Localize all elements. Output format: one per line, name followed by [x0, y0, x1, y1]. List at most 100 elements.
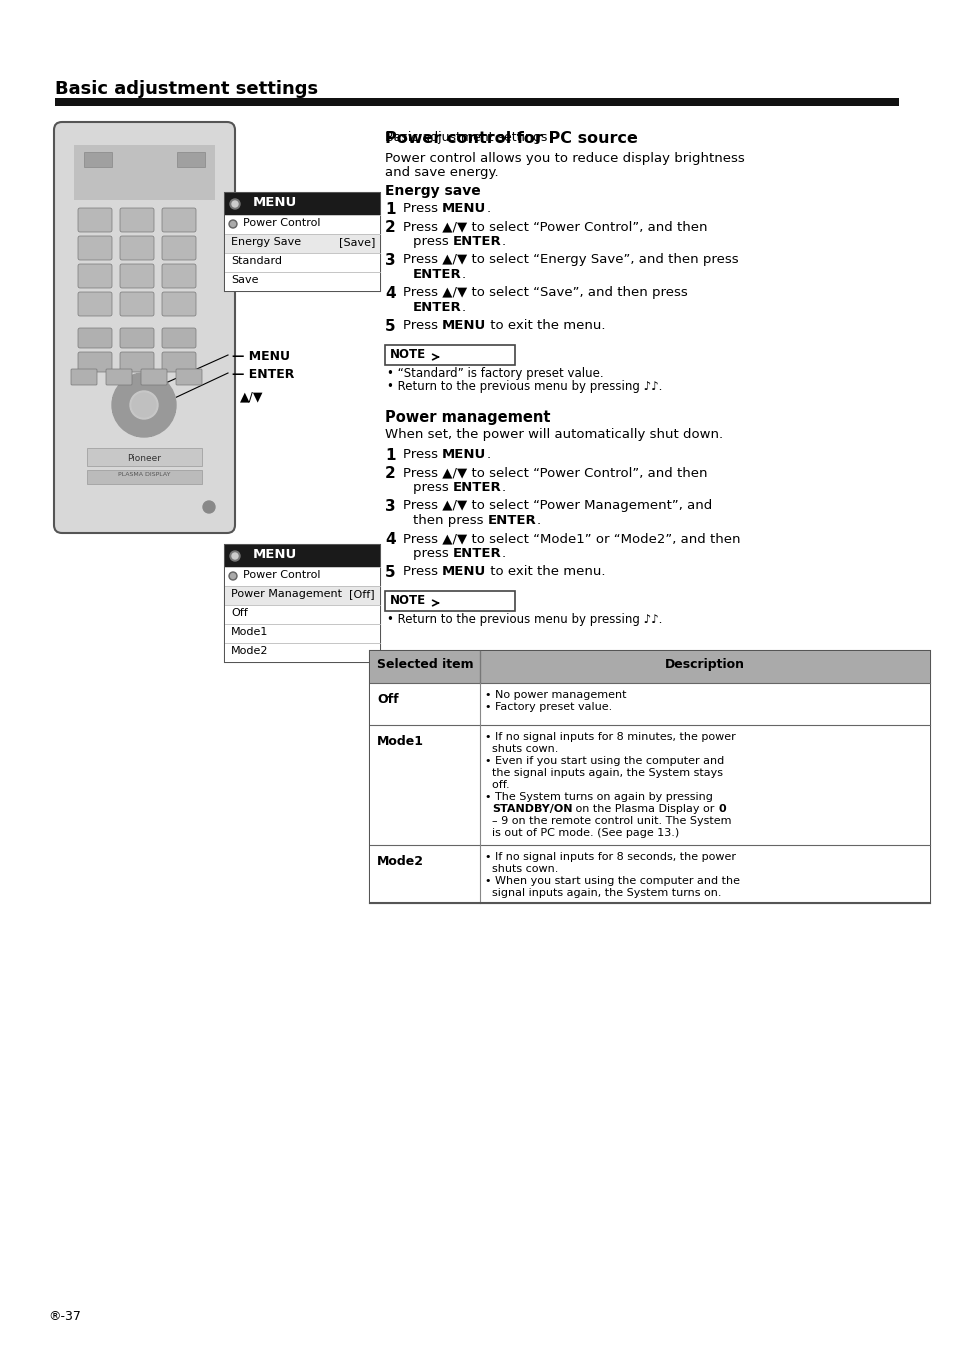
Bar — [87, 449, 202, 466]
Text: Power control for PC source: Power control for PC source — [385, 131, 638, 146]
Bar — [55, 99, 898, 105]
Text: .: . — [536, 513, 540, 527]
FancyBboxPatch shape — [54, 122, 234, 534]
Text: press: press — [413, 481, 453, 494]
Circle shape — [132, 393, 156, 417]
Text: Press ▲/▼ to select “Power Control”, and then: Press ▲/▼ to select “Power Control”, and… — [402, 466, 707, 480]
Circle shape — [229, 571, 236, 580]
FancyBboxPatch shape — [78, 263, 112, 288]
Text: to exit the menu.: to exit the menu. — [486, 319, 605, 332]
Text: to exit the menu.: to exit the menu. — [486, 565, 605, 578]
Text: 3: 3 — [385, 253, 395, 267]
Text: [Off]: [Off] — [349, 589, 375, 598]
Text: ENTER: ENTER — [453, 481, 501, 494]
Bar — [370, 651, 929, 684]
Text: 4: 4 — [385, 286, 395, 301]
Text: .: . — [461, 301, 465, 313]
Text: Mode1: Mode1 — [231, 627, 268, 638]
Text: Press: Press — [402, 203, 442, 215]
FancyBboxPatch shape — [162, 328, 195, 349]
Text: .: . — [486, 449, 490, 461]
Text: Energy Save: Energy Save — [231, 236, 301, 247]
Circle shape — [112, 373, 175, 436]
Bar — [225, 215, 379, 234]
FancyBboxPatch shape — [162, 353, 195, 372]
Text: Basic adjustment settings: Basic adjustment settings — [385, 131, 547, 145]
Text: — ENTER: — ENTER — [232, 367, 294, 381]
Text: Press ▲/▼ to select “Power Management”, and: Press ▲/▼ to select “Power Management”, … — [402, 499, 712, 512]
Text: • “Standard” is factory preset value.: • “Standard” is factory preset value. — [387, 367, 603, 380]
Text: Off: Off — [376, 693, 398, 707]
Bar — [84, 153, 112, 168]
Bar — [370, 651, 929, 902]
Circle shape — [231, 222, 235, 227]
Bar — [225, 272, 379, 290]
FancyBboxPatch shape — [120, 263, 153, 288]
Bar — [225, 234, 379, 253]
FancyBboxPatch shape — [78, 236, 112, 259]
Text: ENTER: ENTER — [413, 301, 461, 313]
Bar — [370, 844, 929, 902]
Text: ENTER: ENTER — [453, 235, 501, 249]
Text: Press ▲/▼ to select “Power Control”, and then: Press ▲/▼ to select “Power Control”, and… — [402, 220, 707, 232]
Bar — [225, 193, 379, 290]
FancyBboxPatch shape — [120, 353, 153, 372]
Bar — [225, 253, 379, 272]
Text: 3: 3 — [385, 499, 395, 513]
Bar — [136, 373, 152, 436]
Text: NOTE: NOTE — [390, 349, 426, 361]
Text: Press: Press — [402, 319, 442, 332]
Circle shape — [229, 220, 236, 228]
FancyBboxPatch shape — [78, 353, 112, 372]
Text: Pioneer: Pioneer — [127, 454, 161, 463]
Text: Off: Off — [231, 608, 248, 617]
FancyBboxPatch shape — [120, 292, 153, 316]
Bar — [225, 605, 379, 624]
FancyBboxPatch shape — [71, 369, 97, 385]
Text: ▲/▼: ▲/▼ — [240, 390, 263, 403]
Text: 1: 1 — [385, 203, 395, 218]
Text: 0: 0 — [718, 804, 725, 815]
Text: Energy save: Energy save — [385, 184, 480, 199]
Bar — [225, 193, 379, 215]
Text: • When you start using the computer and the: • When you start using the computer and … — [484, 875, 740, 886]
Text: • Return to the previous menu by pressing ♪♪.: • Return to the previous menu by pressin… — [387, 380, 661, 393]
Text: 5: 5 — [385, 565, 395, 580]
Text: shuts cown.: shuts cown. — [484, 865, 558, 874]
Text: .: . — [501, 481, 505, 494]
FancyBboxPatch shape — [120, 236, 153, 259]
Text: MENU: MENU — [253, 549, 297, 561]
Text: MENU: MENU — [442, 319, 486, 332]
Text: MENU: MENU — [442, 565, 486, 578]
Text: press: press — [413, 235, 453, 249]
Bar — [385, 590, 515, 611]
Text: 2: 2 — [385, 220, 395, 235]
Bar — [225, 624, 379, 643]
Text: Selected item: Selected item — [376, 658, 473, 671]
Text: PLASMA DISPLAY: PLASMA DISPLAY — [117, 471, 170, 477]
Text: ENTER: ENTER — [453, 547, 501, 561]
Text: Press ▲/▼ to select “Save”, and then press: Press ▲/▼ to select “Save”, and then pre… — [402, 286, 687, 299]
Bar — [370, 684, 929, 725]
Text: Description: Description — [664, 658, 744, 671]
FancyBboxPatch shape — [106, 369, 132, 385]
Text: • If no signal inputs for 8 seconds, the power: • If no signal inputs for 8 seconds, the… — [484, 852, 735, 862]
FancyBboxPatch shape — [141, 369, 167, 385]
Text: .: . — [461, 267, 465, 281]
Text: NOTE: NOTE — [390, 594, 426, 607]
Text: press: press — [413, 547, 453, 561]
Text: MENU: MENU — [442, 449, 486, 461]
Circle shape — [130, 390, 158, 419]
FancyBboxPatch shape — [78, 292, 112, 316]
Text: Press ▲/▼ to select “Mode1” or “Mode2”, and then: Press ▲/▼ to select “Mode1” or “Mode2”, … — [402, 532, 740, 544]
Text: [Save]: [Save] — [338, 236, 375, 247]
Text: 5: 5 — [385, 319, 395, 334]
Text: 2: 2 — [385, 466, 395, 481]
Text: • Return to the previous menu by pressing ♪♪.: • Return to the previous menu by pressin… — [387, 613, 661, 626]
Circle shape — [230, 199, 240, 209]
Text: Power Management: Power Management — [231, 589, 341, 598]
Text: – 9 on the remote control unit. The System: – 9 on the remote control unit. The Syst… — [484, 816, 731, 825]
Text: • No power management: • No power management — [484, 690, 626, 700]
Bar — [225, 567, 379, 586]
FancyBboxPatch shape — [162, 208, 195, 232]
